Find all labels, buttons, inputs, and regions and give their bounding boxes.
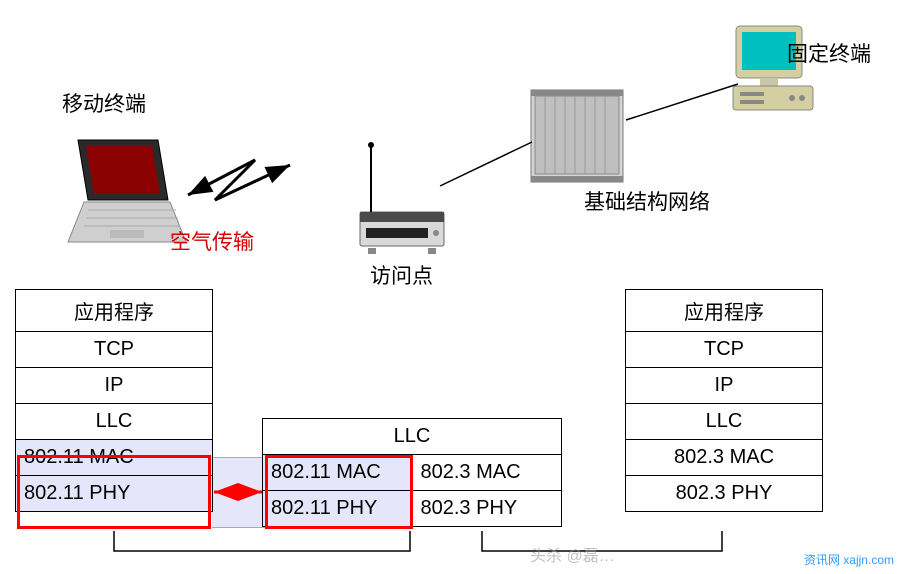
antenna-tip (368, 142, 374, 148)
connector-layer (0, 0, 900, 574)
watermark-left: 头杀 @磊… (530, 542, 615, 566)
link-server-monitor (626, 84, 738, 120)
link-router-server (440, 142, 532, 186)
cable-left (114, 531, 410, 551)
watermark-right: 资讯网 xajjn.com (804, 551, 894, 568)
zigzag-arrow (188, 160, 290, 200)
